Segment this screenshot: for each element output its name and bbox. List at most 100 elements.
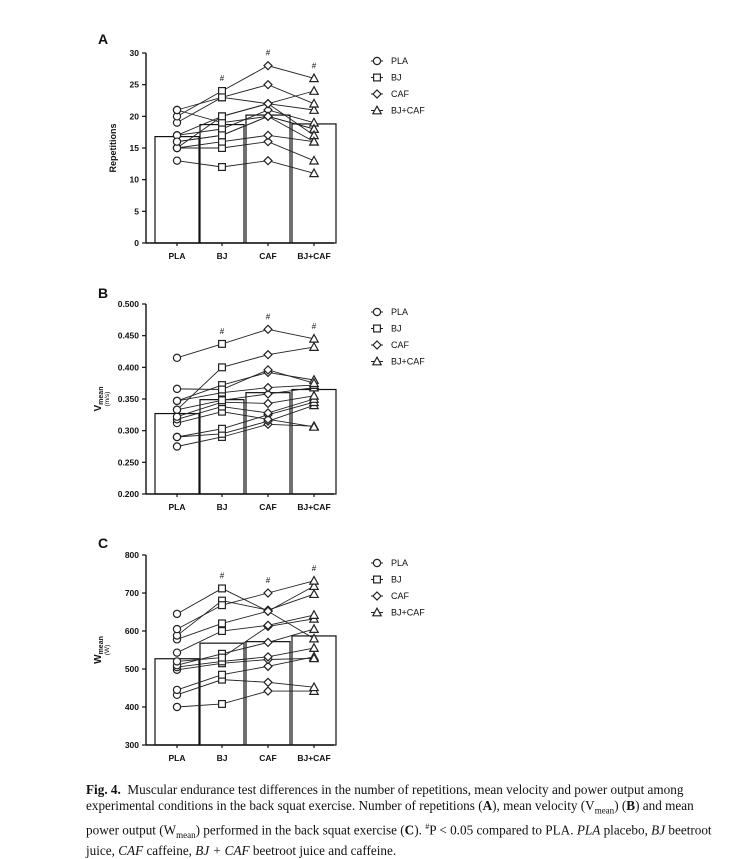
y-tick-label: 0.200 [118, 489, 140, 499]
data-point-pla [172, 384, 182, 394]
data-point-pla [172, 396, 182, 406]
data-point-bj [218, 699, 227, 708]
data-point-caf [263, 111, 273, 122]
data-point-caf [263, 382, 273, 393]
data-point-caf [263, 130, 273, 141]
y-tick-label: 600 [125, 626, 139, 636]
significance-mark: # [312, 61, 317, 70]
subject-line [176, 404, 315, 438]
data-point-caf [263, 414, 273, 425]
data-point-caf [263, 98, 273, 109]
data-point-bj [218, 112, 227, 121]
data-point-pla [172, 702, 182, 712]
data-point-bj-caf [308, 609, 320, 619]
figure-caption: Fig. 4. Muscular endurance test differen… [86, 782, 712, 859]
data-point-bj-caf [308, 575, 320, 585]
data-point-pla [172, 685, 182, 695]
data-point-caf [263, 588, 273, 598]
subject-line [176, 395, 315, 418]
data-point-caf [263, 637, 273, 648]
legend-entry: CAF [391, 591, 410, 601]
y-tick-label: 30 [130, 48, 140, 58]
chart-panel-a: A 0 5 10 15 20 25 30 PLA BJ CAF BJ+CAF Repetitions # #… [98, 31, 425, 261]
data-point-bj-caf [308, 341, 320, 351]
subject-line [176, 90, 315, 111]
y-axis-unit: (m/s) [104, 392, 111, 407]
data-point-caf [263, 155, 273, 166]
panel-letter-b: B [98, 285, 108, 301]
subject-line [176, 679, 315, 696]
data-point-bj-caf [308, 85, 320, 95]
data-point-caf [263, 60, 273, 71]
data-point-pla [172, 657, 182, 666]
legend-marker [372, 340, 382, 350]
significance-mark: # [266, 312, 271, 321]
caption-text-1: Muscular endurance test differences in t… [86, 782, 684, 813]
data-point-caf [263, 324, 273, 335]
y-tick-label: 15 [130, 143, 140, 153]
data-point-caf [263, 686, 273, 696]
data-point-bj [218, 131, 227, 140]
data-point-bj [218, 584, 227, 593]
data-point-pla [172, 353, 182, 363]
caption-abbr-bj: BJ [651, 822, 666, 838]
y-tick-label: 0.300 [118, 426, 140, 436]
bar-pla [154, 136, 200, 244]
data-point-bj-caf [308, 104, 320, 114]
y-tick-label: 0.400 [118, 362, 140, 372]
legend-marker [372, 89, 382, 99]
subject-line [176, 614, 315, 654]
x-tick-label: BJ+CAF [297, 502, 330, 512]
data-point-pla [172, 648, 182, 657]
data-point-pla [172, 432, 182, 442]
data-point-bj-caf [308, 98, 320, 108]
legend-marker [371, 606, 383, 617]
x-tick-label: CAF [259, 502, 276, 512]
legend: PLA BJ CAF BJ+CAF [371, 56, 425, 116]
data-point-bj-caf [308, 633, 320, 643]
y-tick-label: 300 [125, 740, 139, 750]
caption-text-5: ) performed in the back squat exercise ( [195, 822, 405, 838]
y-axis-label: Wmean (W) [93, 636, 111, 664]
y-tick-label: 0.500 [118, 299, 140, 309]
caption-text-8: placebo, [600, 822, 652, 838]
legend-marker [372, 591, 382, 601]
data-point-caf [263, 79, 273, 90]
x-tick-label: CAF [259, 753, 276, 763]
subject-line [176, 134, 315, 149]
caption-text-6: ). [414, 822, 426, 838]
data-point-caf [263, 677, 273, 688]
legend-entry: PLA [391, 307, 408, 317]
y-tick-label: 20 [130, 111, 140, 121]
legend-marker [372, 558, 382, 568]
panel-letter-c: C [98, 535, 108, 551]
caption-abbr-bjcaf: BJ + CAF [195, 843, 250, 859]
subject-line [176, 618, 315, 662]
legend-marker [371, 104, 383, 115]
legend-entry: BJ+CAF [391, 608, 425, 618]
legend-entry: BJ+CAF [391, 357, 425, 367]
panel-letter-a: A [98, 31, 108, 47]
y-tick-label: 5 [134, 206, 139, 216]
data-point-bj-caf [308, 167, 320, 178]
significance-mark: # [266, 49, 271, 58]
legend-entry: BJ+CAF [391, 106, 425, 116]
data-point-bj-caf [308, 421, 320, 431]
y-tick-label: 0.450 [118, 331, 140, 341]
y-axis-label: Repetitions [108, 123, 118, 172]
x-tick-label: BJ [217, 753, 228, 763]
data-point-bj [218, 363, 227, 372]
x-tick-label: BJ+CAF [297, 251, 330, 261]
data-point-pla [172, 412, 182, 421]
subject-line [176, 656, 315, 691]
legend-marker [372, 56, 382, 66]
subject-line [176, 103, 315, 149]
data-point-bj [218, 626, 227, 635]
legend-entry: PLA [391, 56, 408, 66]
significance-mark: # [266, 576, 271, 585]
legend-marker [373, 324, 382, 333]
legend-marker [373, 575, 382, 584]
subject-line [176, 411, 315, 428]
legend-entry: CAF [391, 89, 410, 99]
subject-line [176, 346, 315, 411]
